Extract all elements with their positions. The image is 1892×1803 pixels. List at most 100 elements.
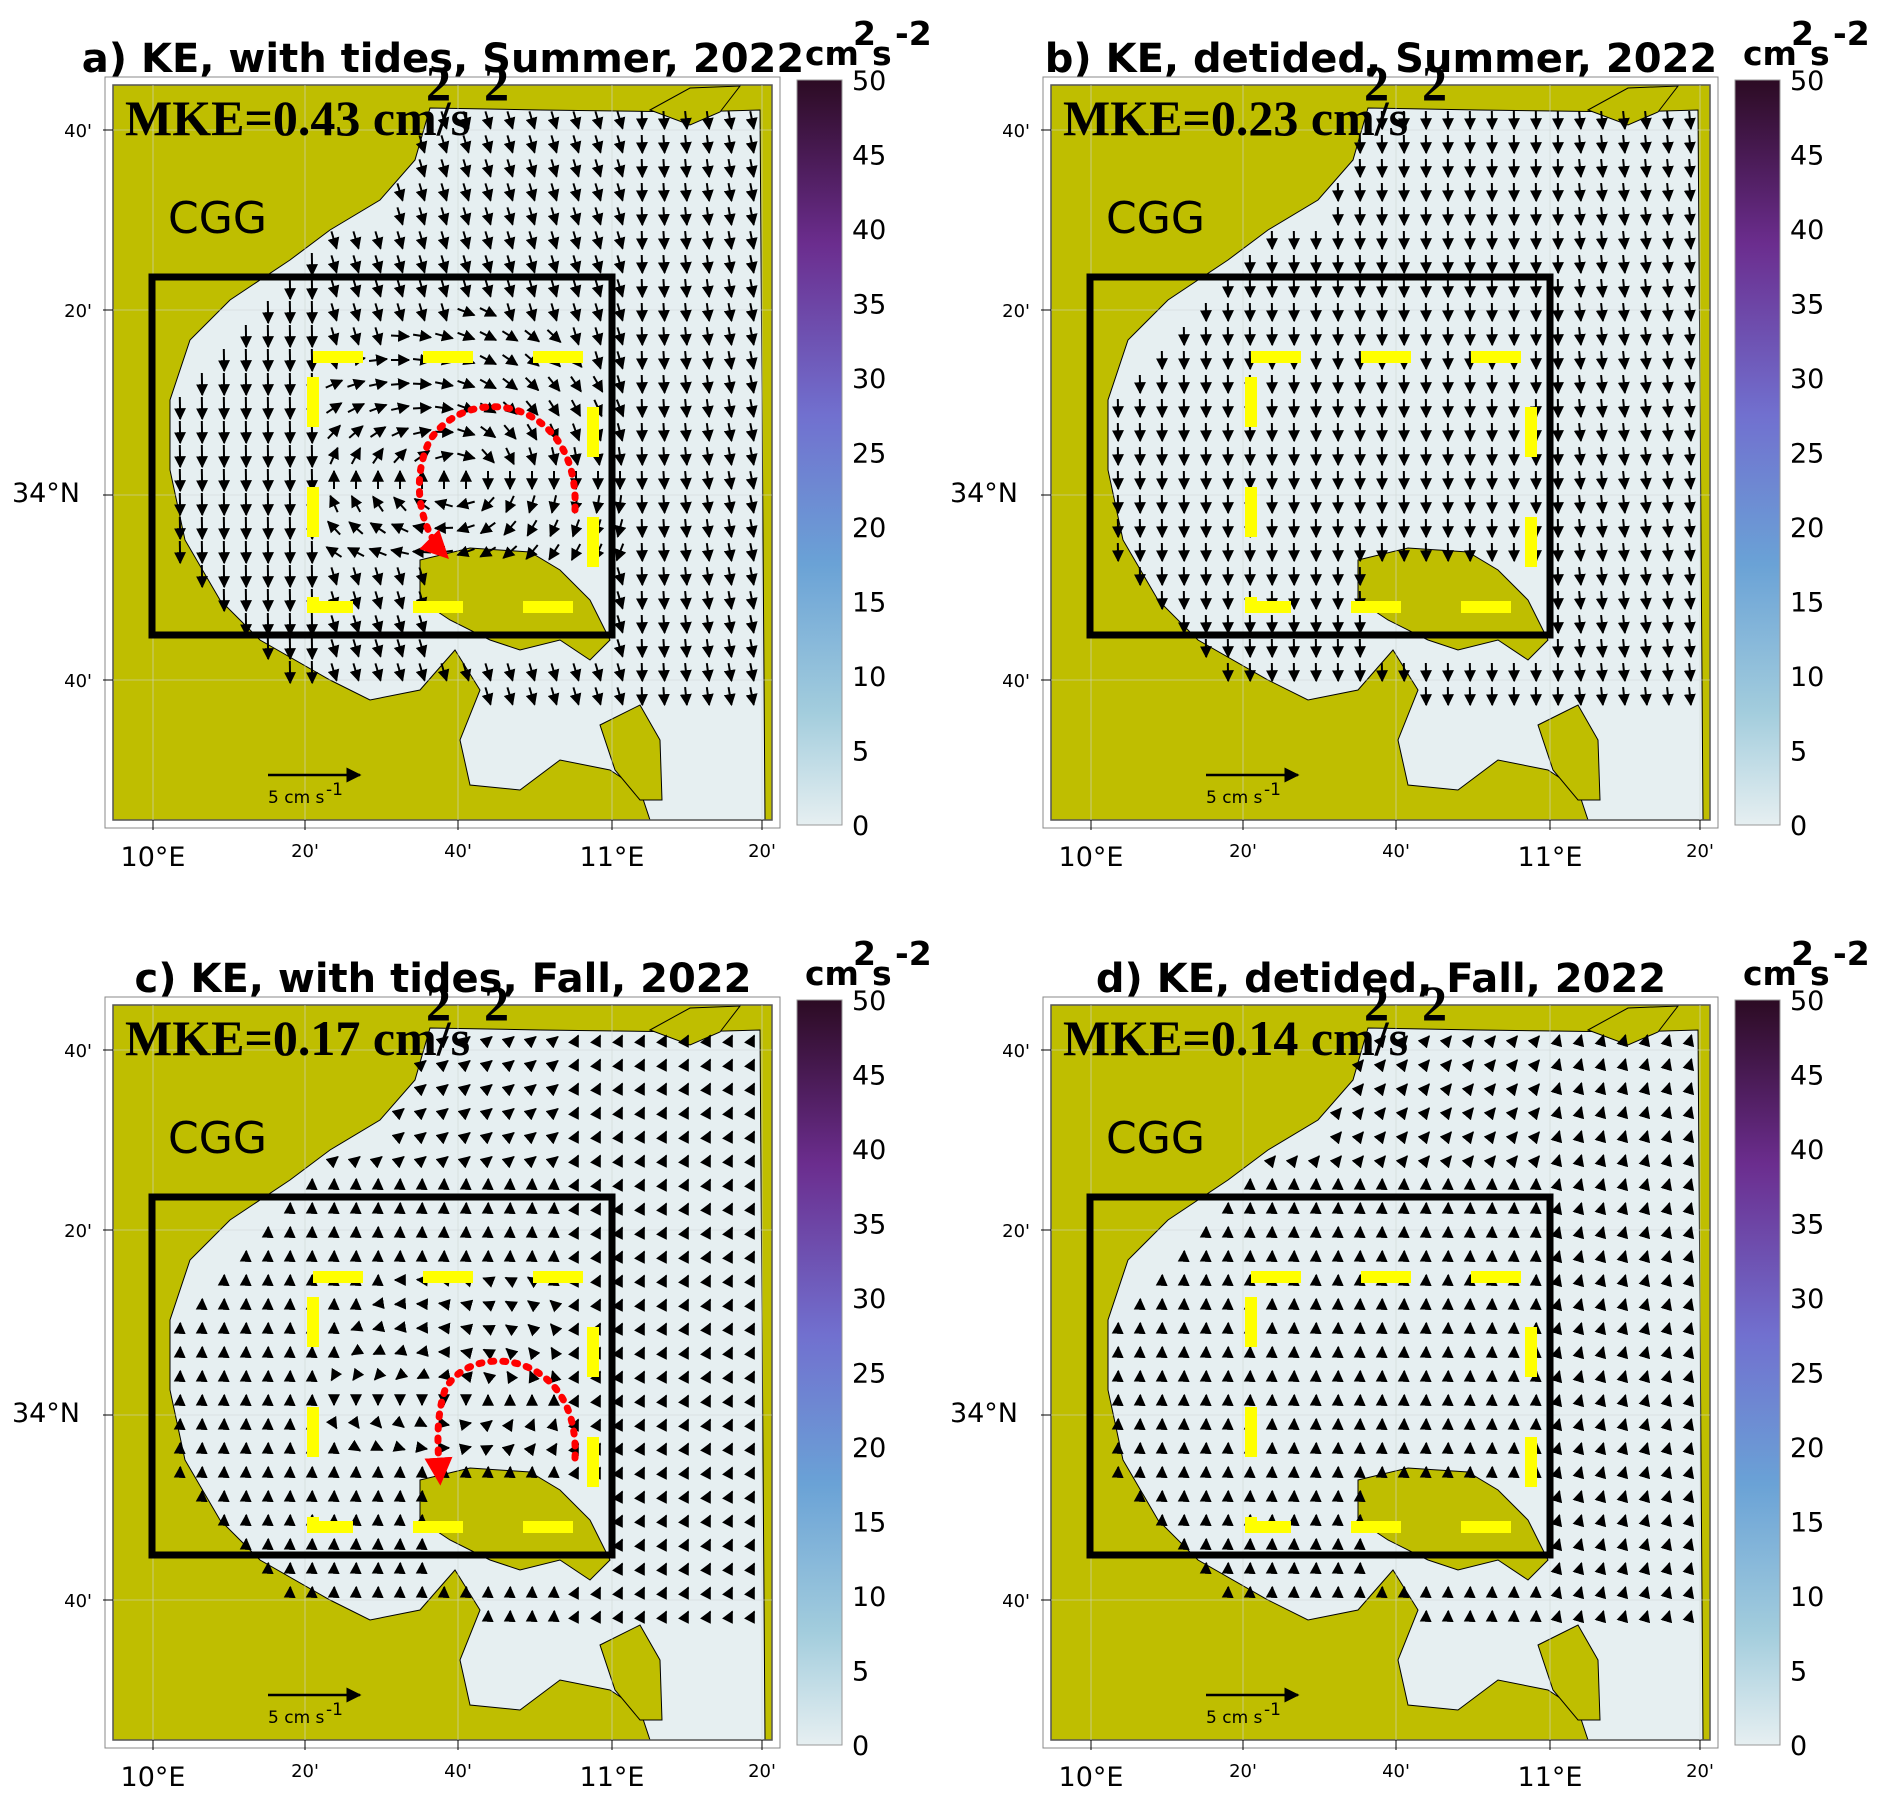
velocity-arrow	[1639, 494, 1652, 515]
velocity-arrow	[415, 663, 428, 682]
colorbar-unit: s	[872, 954, 892, 993]
velocity-arrow	[437, 303, 450, 322]
velocity-arrow	[657, 470, 670, 491]
velocity-arrow	[325, 379, 344, 391]
velocity-arrow	[1617, 590, 1630, 611]
velocity-arrow	[459, 159, 472, 178]
velocity-arrow	[592, 494, 605, 515]
velocity-arrow	[415, 159, 428, 178]
velocity-arrow	[1661, 686, 1674, 707]
velocity-arrow	[548, 495, 561, 514]
velocity-arrow	[613, 351, 626, 370]
velocity-arrow	[745, 590, 758, 611]
velocity-arrow	[503, 159, 516, 178]
velocity-arrow	[569, 111, 582, 130]
velocity-arrow	[393, 183, 406, 202]
velocity-arrow	[349, 255, 362, 274]
velocity-arrow	[745, 686, 758, 707]
panel-title: c) KE, with tides, Fall, 2022	[135, 956, 752, 1002]
velocity-arrow	[679, 494, 692, 515]
velocity-arrow	[657, 686, 670, 707]
velocity-arrow	[701, 206, 714, 227]
velocity-arrow	[1683, 158, 1696, 179]
velocity-arrow	[723, 518, 736, 539]
velocity-arrow	[371, 303, 384, 322]
velocity-arrow	[744, 1058, 756, 1072]
velocity-arrow	[657, 254, 670, 275]
velocity-arrow	[723, 182, 736, 203]
velocity-arrow	[368, 354, 389, 367]
velocity-arrow	[1595, 614, 1608, 635]
velocity-arrow	[745, 110, 758, 131]
velocity-arrow	[1595, 134, 1608, 155]
velocity-arrow	[1661, 350, 1674, 371]
colorbar-unit: s	[1810, 954, 1830, 993]
velocity-arrow	[1617, 302, 1630, 323]
velocity-arrow	[613, 183, 626, 202]
velocity-arrow	[371, 279, 384, 298]
velocity-arrow	[393, 207, 406, 226]
velocity-arrow	[723, 638, 736, 659]
velocity-arrow	[1639, 590, 1652, 611]
velocity-arrow	[613, 567, 626, 586]
velocity-arrow	[569, 207, 582, 226]
eddy-arrow	[415, 403, 579, 559]
velocity-arrow	[1617, 518, 1630, 539]
velocity-arrow	[1683, 422, 1696, 443]
velocity-arrow	[503, 207, 516, 226]
velocity-arrow	[679, 158, 692, 179]
velocity-arrow	[327, 255, 340, 274]
velocity-arrow	[393, 448, 407, 464]
velocity-arrow	[570, 519, 583, 538]
colorbar-tick: 35	[852, 1210, 886, 1241]
velocity-arrow	[745, 230, 758, 251]
velocity-arrow	[723, 662, 736, 683]
velocity-arrow	[657, 662, 670, 683]
velocity-arrow	[568, 1058, 580, 1072]
velocity-arrow	[723, 278, 736, 299]
velocity-arrow	[1639, 206, 1652, 227]
colorbar-tick: 20	[1790, 513, 1824, 544]
velocity-arrow	[548, 543, 561, 561]
velocity-arrow	[701, 374, 714, 395]
velocity-arrow	[1661, 542, 1674, 563]
colorbar-tick: 45	[1790, 1061, 1824, 1092]
velocity-arrow	[434, 377, 455, 390]
velocity-arrow	[501, 329, 519, 342]
velocity-arrow	[635, 302, 648, 323]
velocity-arrow	[479, 377, 497, 390]
velocity-arrow	[657, 206, 670, 227]
velocity-arrow	[745, 182, 758, 203]
velocity-arrow	[545, 1060, 559, 1073]
colorbar-tick: 35	[1790, 1210, 1824, 1241]
velocity-arrow	[481, 159, 494, 178]
scale-label: 5 cm s	[1206, 788, 1263, 808]
velocity-arrow	[723, 374, 736, 395]
velocity-arrow	[613, 615, 626, 634]
colorbar-tick: 20	[852, 513, 886, 544]
panel-c: c) KE, with tides, Fall, 2022 MKE=0.17 cm…	[12, 934, 932, 1793]
velocity-arrow	[745, 374, 758, 395]
velocity-arrow	[525, 544, 539, 560]
velocity-arrow	[415, 255, 428, 274]
velocity-arrow	[503, 447, 515, 466]
colorbar-tick: 45	[1790, 141, 1824, 172]
velocity-arrow	[393, 591, 406, 610]
velocity-arrow	[1639, 374, 1652, 395]
colorbar-unit: cm	[1743, 954, 1797, 993]
colorbar-tick: 0	[852, 811, 869, 842]
velocity-arrow	[456, 497, 475, 510]
dashed-subregion	[307, 351, 599, 613]
velocity-arrow	[372, 447, 384, 465]
mke-label: MKE=0.14 cm/s	[1063, 1010, 1408, 1066]
velocity-arrow	[722, 1034, 734, 1048]
velocity-arrow	[613, 591, 626, 610]
scale-superscript: -1	[1264, 1700, 1281, 1720]
velocity-arrow	[393, 255, 406, 274]
velocity-arrow	[1683, 110, 1696, 131]
velocity-arrow	[635, 470, 648, 491]
velocity-arrow	[679, 470, 692, 491]
velocity-arrow	[415, 207, 428, 226]
velocity-arrow	[349, 231, 362, 250]
